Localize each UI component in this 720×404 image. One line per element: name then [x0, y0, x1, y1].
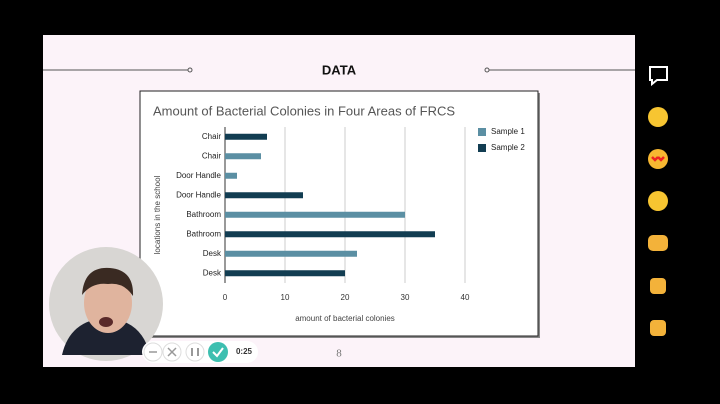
bar: [225, 211, 405, 218]
person-mouth: [99, 317, 113, 327]
header-dot: [484, 67, 490, 73]
finish-icon: [212, 347, 224, 358]
bar: [225, 153, 261, 160]
page-number: 8: [336, 348, 342, 360]
bar: [225, 231, 435, 238]
y-tick-label: Bathroom: [186, 210, 221, 219]
bar: [225, 250, 357, 257]
webcam: [49, 247, 163, 361]
legend-label: Sample 2: [491, 143, 525, 152]
reaction-thumbs-down[interactable]: [650, 278, 666, 294]
bar: [225, 133, 267, 140]
bar: [225, 192, 303, 199]
pause-button[interactable]: [185, 342, 205, 362]
x-tick-label: 10: [281, 293, 290, 302]
legend-swatch: [478, 128, 486, 136]
reaction-thumbs-up[interactable]: [650, 320, 666, 336]
cancel-icon: [167, 347, 177, 357]
reaction-wow[interactable]: [648, 107, 668, 127]
x-tick-label: 0: [223, 293, 228, 302]
y-tick-label: Chair: [202, 132, 221, 141]
bar: [225, 172, 237, 179]
x-axis-label: amount of bacterial colonies: [295, 314, 395, 323]
person-hair: [82, 267, 134, 296]
chart-title: Amount of Bacterial Colonies in Four Are…: [153, 103, 455, 118]
reaction-love[interactable]: [648, 149, 668, 169]
x-tick-label: 20: [341, 293, 350, 302]
reaction-raise-hands[interactable]: [648, 235, 668, 251]
legend-swatch: [478, 144, 486, 152]
pause-icon: [191, 348, 199, 356]
legend-label: Sample 1: [491, 127, 525, 136]
x-tick-label: 40: [461, 293, 470, 302]
reaction-laugh[interactable]: [648, 191, 668, 211]
heart-eyes: [651, 156, 665, 162]
y-tick-label: Chair: [202, 151, 221, 160]
timer: 0:25: [236, 347, 253, 356]
header-dot: [187, 67, 193, 73]
recorder-controls: 0:25: [142, 341, 258, 363]
y-tick-label: Door Handle: [176, 190, 221, 199]
bar: [225, 270, 345, 277]
person-face: [84, 273, 132, 333]
finish-button[interactable]: [208, 342, 228, 362]
y-tick-label: Bathroom: [186, 229, 221, 238]
person-body: [62, 318, 150, 355]
reaction-bar: [648, 66, 668, 336]
y-tick-label: Desk: [203, 249, 222, 258]
y-axis-label: locations in the school: [153, 175, 162, 254]
chart: 0 10 20 30 40 Chair Chair Door Handle Door Handl…: [176, 127, 525, 302]
x-tick-label: 30: [401, 293, 410, 302]
y-tick-label: Door Handle: [176, 171, 221, 180]
y-tick-label: Desk: [203, 268, 222, 277]
comment-button[interactable]: [649, 66, 668, 87]
slide-heading: DATA: [322, 62, 357, 77]
